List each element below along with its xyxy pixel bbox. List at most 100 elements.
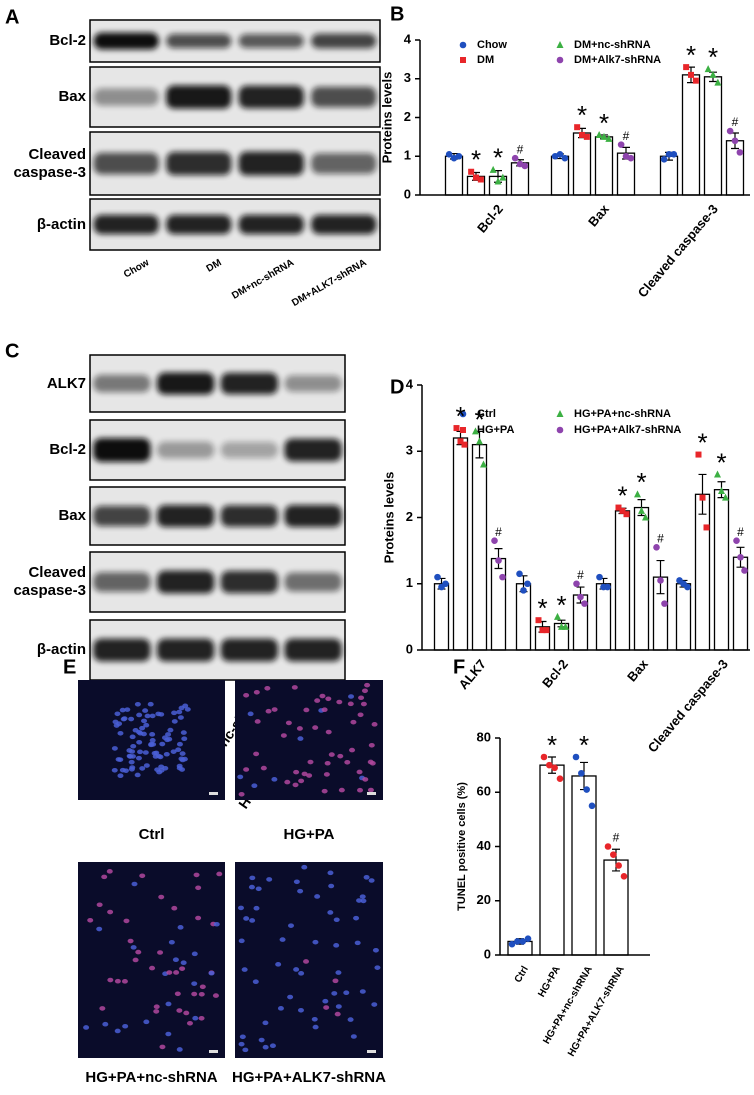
data-point bbox=[604, 583, 611, 591]
data-point bbox=[442, 580, 449, 588]
significance-marker: # bbox=[577, 568, 584, 582]
data-point bbox=[546, 761, 553, 769]
blot-band bbox=[284, 638, 342, 662]
cell-nucleus bbox=[291, 685, 298, 690]
blot-band bbox=[156, 441, 215, 459]
blot-row-label: Cleaved caspase-3 bbox=[13, 564, 86, 599]
blot-band bbox=[238, 85, 304, 109]
cell-nucleus bbox=[252, 979, 259, 985]
cell-nucleus bbox=[266, 877, 273, 882]
cell-nucleus bbox=[335, 1004, 342, 1009]
blot-band bbox=[166, 33, 232, 49]
cell-nucleus bbox=[172, 957, 179, 963]
cell-nucleus bbox=[114, 1028, 121, 1034]
cell-nucleus bbox=[136, 712, 143, 718]
significance-marker: * bbox=[716, 447, 726, 477]
bar bbox=[614, 510, 631, 651]
cell-nucleus bbox=[335, 970, 342, 975]
cell-nucleus bbox=[149, 713, 156, 719]
blot-band bbox=[284, 505, 342, 527]
image-caption: HG+PA+nc-shRNA bbox=[85, 1069, 217, 1086]
cell-nucleus bbox=[198, 1015, 205, 1021]
x-tick-label: Bax bbox=[585, 201, 612, 230]
cell-nucleus bbox=[155, 753, 162, 759]
y-axis-label: TUNEL positive cells (%) bbox=[456, 782, 468, 911]
cell-nucleus bbox=[288, 923, 295, 928]
cell-nucleus bbox=[191, 981, 198, 986]
cell-nucleus bbox=[348, 694, 355, 699]
cell-nucleus bbox=[143, 1019, 150, 1025]
blot-row-label: β-actin bbox=[36, 215, 86, 233]
data-point bbox=[562, 622, 569, 630]
x-tick-label: Ctrl bbox=[513, 964, 531, 985]
y-tick-label: 60 bbox=[477, 784, 491, 799]
significance-marker: * bbox=[474, 404, 484, 434]
bar bbox=[490, 557, 507, 651]
cell-nucleus bbox=[280, 733, 287, 738]
cell-nucleus bbox=[111, 767, 118, 773]
cell-nucleus bbox=[243, 692, 250, 698]
cell-nucleus bbox=[122, 1023, 129, 1029]
data-point bbox=[661, 600, 668, 607]
cell-nucleus bbox=[359, 894, 366, 899]
cell-nucleus bbox=[181, 736, 188, 742]
cell-nucleus bbox=[325, 729, 332, 735]
bar bbox=[433, 583, 450, 651]
data-point bbox=[468, 168, 475, 175]
blot-band bbox=[220, 372, 279, 395]
blot-band bbox=[311, 153, 377, 174]
panel-label: D bbox=[390, 376, 404, 398]
data-point bbox=[615, 504, 622, 511]
data-point bbox=[516, 570, 523, 578]
cell-nucleus bbox=[117, 730, 124, 736]
cell-nucleus bbox=[107, 909, 114, 915]
cell-nucleus bbox=[96, 902, 103, 908]
y-tick-label: 0 bbox=[484, 946, 491, 961]
cell-nucleus bbox=[254, 719, 261, 724]
blot-band bbox=[311, 33, 377, 49]
data-point bbox=[480, 460, 487, 468]
cell-nucleus bbox=[119, 707, 126, 713]
data-point bbox=[615, 862, 622, 869]
scale-bar bbox=[367, 792, 376, 795]
cell-nucleus bbox=[336, 699, 343, 705]
cell-nucleus bbox=[192, 1015, 199, 1021]
cell-nucleus bbox=[271, 777, 278, 782]
significance-marker: * bbox=[556, 590, 566, 620]
data-point bbox=[556, 151, 564, 158]
data-point bbox=[688, 71, 694, 78]
legend-label: DM+nc-shRNA bbox=[574, 39, 651, 51]
cell-nucleus bbox=[243, 767, 250, 772]
data-point bbox=[477, 176, 484, 183]
lane-label: DM+ALK7-shRNA bbox=[290, 257, 368, 309]
cell-nucleus bbox=[148, 742, 155, 748]
cell-nucleus bbox=[170, 749, 177, 754]
significance-marker: * bbox=[579, 730, 589, 760]
data-point bbox=[573, 580, 580, 588]
cell-nucleus bbox=[338, 787, 345, 793]
cell-nucleus bbox=[255, 886, 262, 892]
data-point bbox=[494, 177, 502, 185]
cell-nucleus bbox=[124, 707, 131, 712]
significance-marker: * bbox=[697, 427, 707, 457]
cell-nucleus bbox=[129, 734, 136, 740]
legend-symbol bbox=[459, 41, 467, 49]
cell-nucleus bbox=[165, 1001, 172, 1007]
blot-band bbox=[166, 85, 232, 109]
cell-nucleus bbox=[199, 984, 206, 990]
data-point bbox=[600, 132, 608, 140]
image-caption: Ctrl bbox=[139, 826, 165, 843]
cell-nucleus bbox=[353, 915, 360, 921]
data-point bbox=[722, 493, 729, 501]
cell-nucleus bbox=[297, 1008, 304, 1013]
bar bbox=[703, 76, 723, 196]
cell-nucleus bbox=[176, 1047, 183, 1052]
data-point bbox=[660, 156, 668, 163]
y-tick-label: 3 bbox=[404, 70, 411, 85]
cell-nucleus bbox=[191, 991, 198, 997]
cell-nucleus bbox=[260, 765, 267, 771]
cell-nucleus bbox=[344, 759, 351, 765]
data-point bbox=[620, 873, 628, 880]
data-point bbox=[670, 151, 678, 158]
